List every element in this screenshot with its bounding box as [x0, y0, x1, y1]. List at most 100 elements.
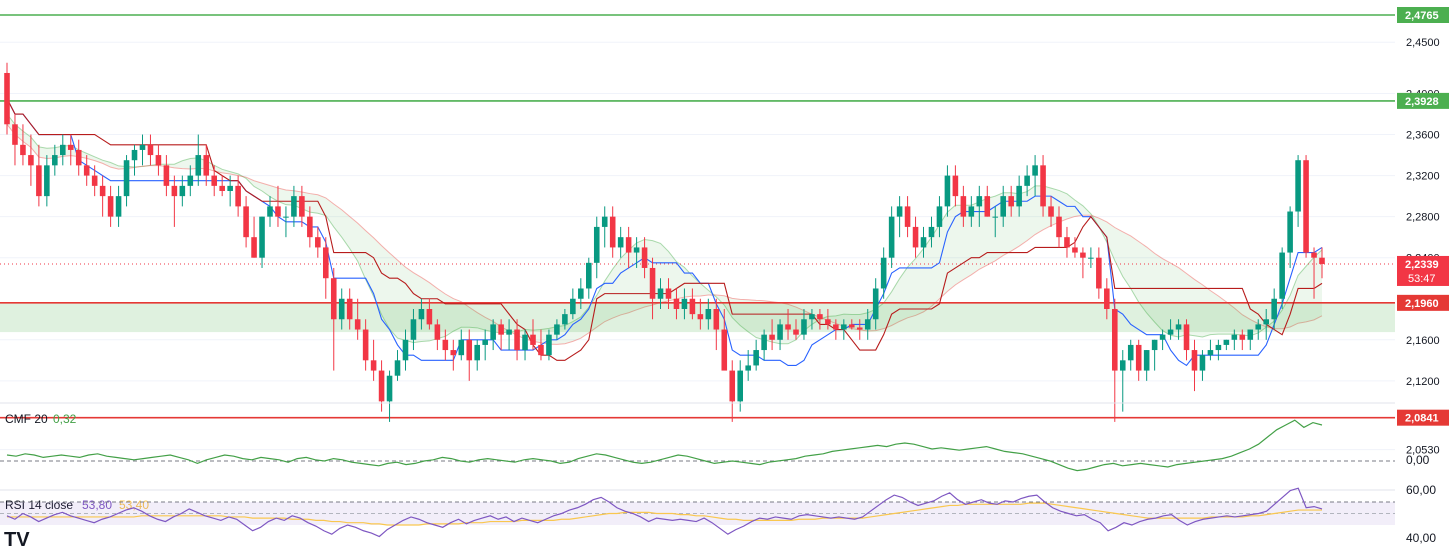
candle[interactable] — [1247, 329, 1254, 351]
candle[interactable] — [633, 237, 640, 268]
candle[interactable] — [1119, 350, 1126, 412]
candle[interactable] — [315, 226, 321, 258]
candle[interactable] — [283, 206, 289, 238]
candle[interactable] — [418, 298, 425, 330]
candle[interactable] — [394, 350, 401, 381]
candle[interactable] — [442, 329, 449, 361]
candle[interactable] — [370, 339, 377, 381]
candle[interactable] — [1183, 319, 1190, 361]
candle[interactable] — [147, 134, 154, 166]
candle[interactable] — [968, 196, 975, 227]
candle[interactable] — [673, 288, 680, 320]
candle[interactable] — [219, 175, 225, 197]
candle[interactable] — [1048, 196, 1054, 227]
candle[interactable] — [761, 329, 767, 361]
candle[interactable] — [538, 329, 544, 361]
candle[interactable] — [203, 144, 210, 186]
candle[interactable] — [1199, 350, 1206, 381]
candle[interactable] — [1040, 155, 1046, 217]
candle[interactable] — [904, 196, 911, 238]
candle[interactable] — [75, 139, 82, 176]
candle[interactable] — [514, 319, 520, 361]
candle[interactable] — [984, 185, 991, 217]
candle[interactable] — [195, 134, 202, 186]
candle[interactable] — [506, 319, 512, 351]
candle[interactable] — [28, 134, 34, 186]
candle[interactable] — [163, 155, 170, 197]
candle[interactable] — [12, 114, 18, 166]
candle[interactable] — [1072, 237, 1078, 258]
candle[interactable] — [1096, 247, 1102, 299]
candle[interactable] — [1008, 185, 1014, 217]
candle[interactable] — [1311, 247, 1317, 299]
candle[interactable] — [1104, 278, 1110, 320]
candle[interactable] — [745, 350, 751, 381]
candle[interactable] — [530, 319, 536, 351]
candle[interactable] — [944, 165, 951, 217]
candle[interactable] — [450, 339, 457, 371]
candle[interactable] — [155, 144, 162, 176]
candle[interactable] — [1175, 319, 1182, 340]
candle[interactable] — [259, 216, 265, 268]
candle[interactable] — [992, 206, 999, 238]
candle[interactable] — [1024, 165, 1030, 197]
candle[interactable] — [251, 216, 257, 258]
candle[interactable] — [697, 298, 704, 330]
candle[interactable] — [330, 267, 337, 371]
candle[interactable] — [20, 124, 26, 166]
candle[interactable] — [362, 319, 369, 371]
candle[interactable] — [1143, 350, 1150, 381]
candle[interactable] — [1239, 329, 1246, 351]
candle[interactable] — [562, 309, 568, 330]
candle[interactable] — [617, 226, 624, 258]
candle[interactable] — [1303, 155, 1309, 258]
price-axis[interactable]: 2,45002,40002,36002,32002,28002,24002,16… — [1406, 37, 1440, 456]
candle[interactable] — [554, 319, 560, 340]
candle[interactable] — [976, 185, 983, 227]
candle[interactable] — [267, 196, 273, 227]
candle[interactable] — [928, 216, 935, 248]
candle[interactable] — [952, 165, 959, 207]
candle[interactable] — [346, 288, 353, 330]
candle[interactable] — [960, 185, 967, 227]
candle[interactable] — [888, 206, 895, 268]
candle[interactable] — [474, 339, 481, 371]
candle[interactable] — [44, 155, 50, 207]
candle[interactable] — [1159, 329, 1166, 351]
candle[interactable] — [1080, 247, 1086, 279]
candle[interactable] — [681, 288, 688, 320]
candle[interactable] — [721, 309, 728, 371]
candle[interactable] — [179, 175, 186, 207]
candle[interactable] — [601, 206, 608, 248]
candle[interactable] — [896, 196, 903, 238]
cmf-pane[interactable]: CMF 20 0,32 0,00 — [0, 412, 1430, 472]
candle[interactable] — [354, 298, 361, 340]
candle[interactable] — [936, 196, 943, 238]
candle[interactable] — [243, 196, 249, 248]
candle[interactable] — [1207, 339, 1214, 361]
candle[interactable] — [1255, 319, 1262, 340]
candle[interactable] — [322, 237, 329, 299]
candle[interactable] — [4, 62, 10, 135]
candle[interactable] — [856, 319, 863, 340]
candle[interactable] — [1111, 298, 1118, 422]
candle[interactable] — [67, 134, 74, 166]
candle[interactable] — [107, 185, 114, 227]
candle[interactable] — [785, 309, 791, 340]
candle[interactable] — [299, 185, 305, 227]
candle[interactable] — [52, 144, 58, 176]
candle[interactable] — [1088, 247, 1094, 268]
candle[interactable] — [378, 360, 385, 412]
candle[interactable] — [338, 288, 345, 330]
candle[interactable] — [307, 206, 313, 248]
candle[interactable] — [211, 165, 218, 197]
candle[interactable] — [665, 278, 672, 310]
candle[interactable] — [753, 339, 759, 371]
candle[interactable] — [99, 175, 106, 217]
candle[interactable] — [36, 144, 42, 207]
candle[interactable] — [291, 185, 297, 227]
candle[interactable] — [1215, 339, 1222, 361]
candle[interactable] — [817, 309, 823, 330]
candle[interactable] — [705, 298, 712, 330]
candle[interactable] — [649, 257, 656, 320]
